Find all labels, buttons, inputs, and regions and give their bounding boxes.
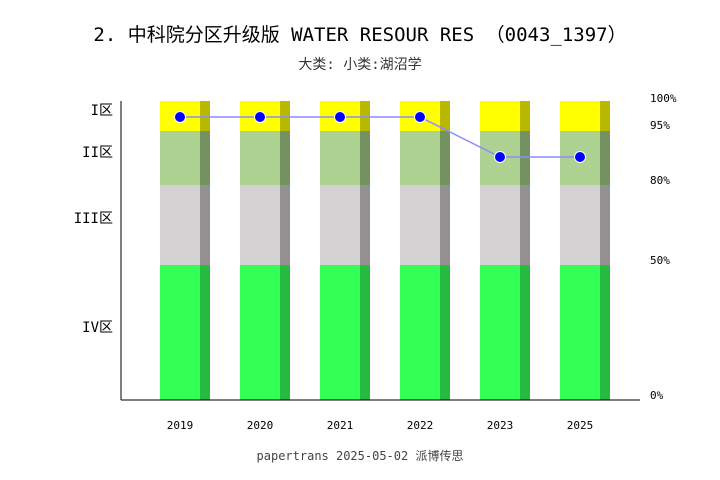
- bar-segment: [480, 101, 520, 131]
- x-tick-label: 2020: [247, 419, 274, 432]
- bar-segment: [560, 265, 600, 400]
- bar-segment: [400, 131, 440, 185]
- x-tick-label: 2023: [487, 419, 514, 432]
- zone-label: II区: [82, 145, 113, 161]
- bar-segment-shadow: [440, 131, 450, 185]
- right-tick-label: 0%: [650, 389, 664, 402]
- bar-segment-shadow: [200, 185, 210, 265]
- data-point: [334, 111, 346, 123]
- bar-segment-shadow: [200, 101, 210, 131]
- bar-segment-shadow: [200, 265, 210, 400]
- zone-label: I区: [91, 103, 113, 119]
- bar-segment-shadow: [520, 101, 530, 131]
- data-point: [254, 111, 266, 123]
- x-tick-label: 2021: [327, 419, 354, 432]
- bar-segment-shadow: [600, 265, 610, 400]
- data-point: [414, 111, 426, 123]
- x-tick-label: 2022: [407, 419, 434, 432]
- bar-segment-shadow: [600, 131, 610, 185]
- bar-segment-shadow: [280, 185, 290, 265]
- bar-segment: [240, 265, 280, 400]
- bar-segment: [560, 101, 600, 131]
- bar-segment: [320, 265, 360, 400]
- bar-segment-shadow: [360, 101, 370, 131]
- data-point: [494, 151, 506, 163]
- zone-label: IV区: [82, 320, 113, 336]
- bar-segment: [400, 265, 440, 400]
- bar-segment: [240, 131, 280, 185]
- bar-segment: [160, 265, 200, 400]
- chart-title: 2. 中科院分区升级版 WATER RESOUR RES （0043_1397）: [93, 24, 627, 46]
- bar-segment-shadow: [440, 265, 450, 400]
- bar-segment-shadow: [280, 265, 290, 400]
- x-tick-label: 2019: [167, 419, 194, 432]
- bar-segment: [240, 185, 280, 265]
- right-tick-label: 50%: [650, 254, 670, 267]
- bar-segment-shadow: [360, 265, 370, 400]
- right-tick-label: 80%: [650, 174, 670, 187]
- bar-segment-shadow: [360, 185, 370, 265]
- bar-segment: [560, 185, 600, 265]
- chart-subtitle: 大类: 小类:湖沼学: [298, 57, 422, 73]
- bar-segment-shadow: [200, 131, 210, 185]
- bar-segment: [160, 131, 200, 185]
- data-point: [174, 111, 186, 123]
- bar-segment-shadow: [520, 185, 530, 265]
- x-tick-label: 2025: [567, 419, 594, 432]
- series-line: [180, 116, 580, 158]
- bar-segment-shadow: [280, 101, 290, 131]
- bar-segment: [480, 185, 520, 265]
- bar-segment: [320, 185, 360, 265]
- bar-segment-shadow: [520, 265, 530, 400]
- zone-label: III区: [74, 211, 113, 227]
- bar-segment: [480, 265, 520, 400]
- bar-segment-shadow: [360, 131, 370, 185]
- footer: papertrans 2025-05-02 派博传思: [256, 449, 464, 463]
- data-point: [574, 151, 586, 163]
- right-tick-label: 100%: [650, 92, 677, 105]
- bar-segment-shadow: [600, 185, 610, 265]
- bar-segment-shadow: [440, 185, 450, 265]
- bar-segment: [160, 185, 200, 265]
- bar-segment-shadow: [520, 131, 530, 185]
- bar-segment: [400, 185, 440, 265]
- bar-segment-shadow: [600, 101, 610, 131]
- right-tick-label: 95%: [650, 119, 670, 132]
- bar-segment: [320, 131, 360, 185]
- bar-segment-shadow: [280, 131, 290, 185]
- bar-segment-shadow: [440, 101, 450, 131]
